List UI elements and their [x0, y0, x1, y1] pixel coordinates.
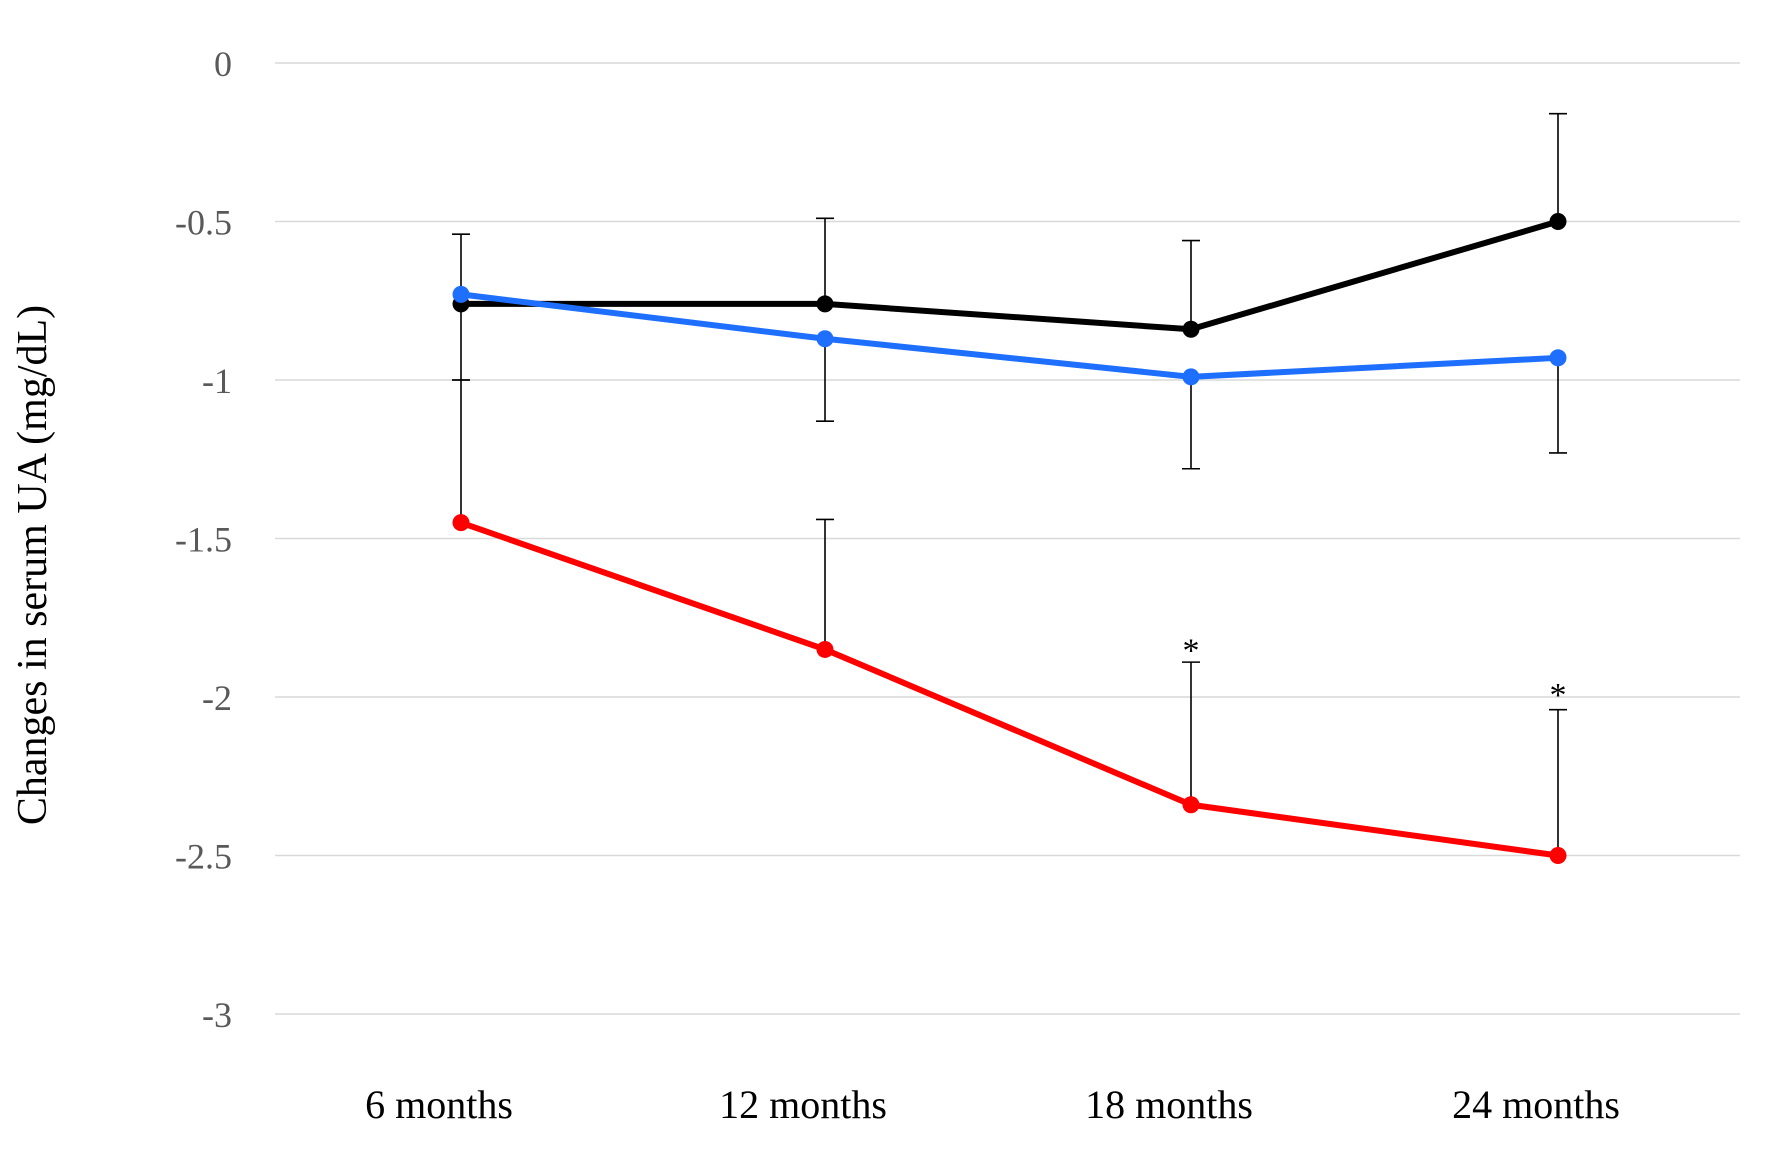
y-tick-label: -3	[202, 995, 232, 1035]
data-point	[1549, 349, 1567, 367]
error-bars	[452, 112, 1567, 856]
annotations: **	[1183, 632, 1567, 713]
y-tick-label: -2	[202, 678, 232, 718]
x-category-label: 18 months	[1085, 1082, 1253, 1127]
y-axis-title: Changes in serum UA (mg/dL)	[10, 305, 56, 825]
x-category-label: 6 months	[365, 1082, 513, 1127]
data-point	[1182, 368, 1200, 386]
data-point	[816, 330, 834, 348]
data-point	[1182, 320, 1200, 338]
y-tick-label: -1.5	[175, 520, 232, 560]
data-point	[1182, 796, 1200, 814]
data-point	[1549, 847, 1567, 864]
y-tick-label: -2.5	[175, 837, 232, 877]
y-tick-label: -0.5	[175, 203, 232, 243]
data-point	[1549, 213, 1567, 230]
y-tick-label: -1	[202, 361, 232, 401]
data-point	[452, 514, 470, 532]
y-tick-label: 0	[214, 44, 232, 84]
y-axis-ticks: 0 -0.5 -1 -1.5 -2 -2.5 -3	[175, 44, 232, 1035]
x-category-label: 12 months	[719, 1082, 887, 1127]
series-line	[458, 291, 1561, 380]
significance-marker: *	[1550, 677, 1567, 714]
x-axis-categories: 6 months 12 months 18 months 24 months	[365, 1082, 1620, 1127]
series-line	[458, 218, 1561, 333]
x-category-label: 24 months	[1452, 1082, 1620, 1127]
data-point	[816, 295, 834, 313]
data-point	[816, 640, 834, 658]
series-lines	[452, 213, 1567, 864]
gridlines	[275, 62, 1740, 1015]
significance-marker: *	[1183, 632, 1200, 669]
series-line	[458, 519, 1561, 859]
data-point	[452, 285, 470, 303]
